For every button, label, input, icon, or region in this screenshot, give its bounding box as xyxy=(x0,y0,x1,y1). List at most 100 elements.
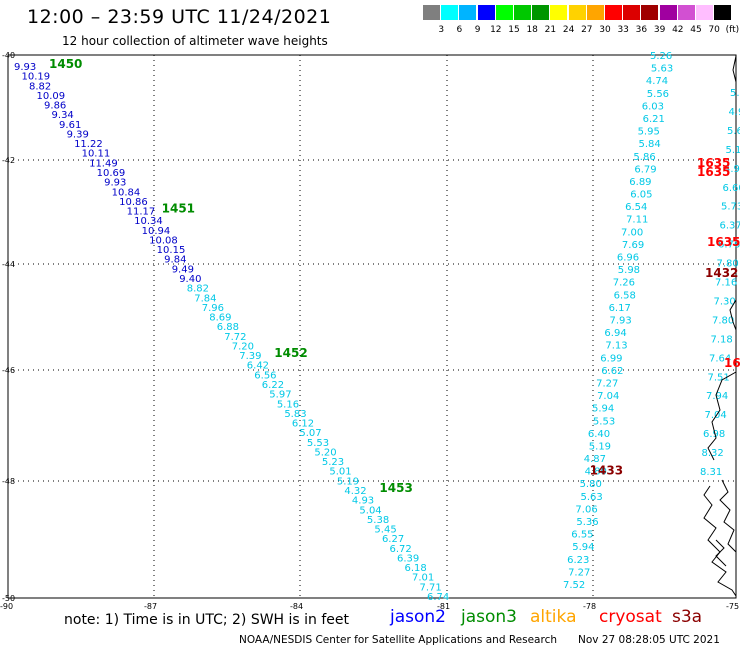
legend-swatch xyxy=(495,5,513,20)
wave-height-value: 9.49 xyxy=(172,264,194,275)
wave-height-value: 5.98 xyxy=(618,265,640,276)
wave-height-value: 6.17 xyxy=(609,303,631,314)
legend-swatch xyxy=(696,5,713,20)
wave-height-value: 9.39 xyxy=(67,129,89,140)
wave-height-value: 5.23 xyxy=(322,457,344,468)
wave-height-value: 11.49 xyxy=(89,158,118,169)
wave-height-value: 8.31 xyxy=(700,467,722,478)
wave-height-value: 7.13 xyxy=(605,341,627,352)
wave-height-value: 6.42 xyxy=(247,361,269,372)
wave-height-value: 5.63 xyxy=(651,64,673,75)
wave-height-value: 4.93 xyxy=(352,496,374,507)
wave-height-value: 5.94 xyxy=(592,404,614,415)
wave-height-value: 5.04 xyxy=(359,505,381,516)
wave-height-value: 7.26 xyxy=(613,278,635,289)
wave-height-value: 7.64 xyxy=(709,353,731,364)
pass-time-label: 16 xyxy=(724,356,740,370)
credit-text: NOAA/NESDIS Center for Satellite Applica… xyxy=(239,634,557,646)
coastline xyxy=(703,485,737,597)
wave-height-value: 6.56 xyxy=(254,370,276,381)
wave-height-value: 10.11 xyxy=(82,149,111,160)
wave-height-value: 7.01 xyxy=(412,573,434,584)
latitude-label: -48 xyxy=(2,477,15,486)
legend-label: 30 xyxy=(599,25,611,35)
wave-height-value: 5.16 xyxy=(277,399,299,410)
wave-height-value: 4.99 xyxy=(729,107,740,118)
legend-label: 6 xyxy=(456,25,463,35)
wave-height-value: 8.69 xyxy=(209,313,231,324)
wave-height-value: 5.97 xyxy=(269,390,291,401)
wave-height-value: 6.18 xyxy=(404,563,426,574)
wave-height-value: 11.17 xyxy=(127,207,156,218)
wave-height-value: 7.18 xyxy=(711,334,733,345)
legend-swatch xyxy=(441,5,459,20)
wave-height-value: 6.74 xyxy=(427,592,449,603)
wave-height-value: 7.11 xyxy=(626,215,648,226)
wave-height-value: 7.27 xyxy=(596,378,618,389)
wave-height-value: 6.99 xyxy=(600,353,622,364)
wave-height-value: 10.84 xyxy=(112,187,141,198)
wave-height-value: 6.40 xyxy=(588,429,610,440)
satellite-jason3-label: jason3 xyxy=(461,607,517,627)
pass-time-label: 1453 xyxy=(379,481,412,495)
legend-label: 12 xyxy=(490,25,502,35)
wave-height-value: 6.39 xyxy=(397,553,419,564)
wave-height-value: 10.94 xyxy=(142,226,171,237)
longitude-label: -75 xyxy=(726,602,739,611)
legend-label: 70 xyxy=(708,25,720,35)
wave-height-value: 5.36 xyxy=(576,517,598,528)
wave-height-value: 7.72 xyxy=(224,332,246,343)
wave-height-value: 7.27 xyxy=(568,567,590,578)
coastline xyxy=(732,55,737,83)
coastline xyxy=(729,299,737,331)
pass-time-label: 1635 xyxy=(697,156,730,170)
wave-height-value: 7.30 xyxy=(714,296,736,307)
satellite-altika-label: altika xyxy=(530,607,577,627)
pass-time-label: 1635 xyxy=(707,235,740,249)
wave-height-value: 9.93 xyxy=(14,62,36,73)
wave-height-value: 6.96 xyxy=(617,253,639,264)
legend-swatch xyxy=(586,5,604,20)
wave-height-value: 7.52 xyxy=(563,580,585,591)
wave-height-value: 7.84 xyxy=(194,293,216,304)
legend-label: 33 xyxy=(617,25,629,35)
wave-height-value: 6.60 xyxy=(723,183,740,194)
wave-height-value: 6.37 xyxy=(720,221,740,232)
wave-height-value: 8.82 xyxy=(29,81,51,92)
wave-height-value: 4.74 xyxy=(646,76,668,87)
wave-height-value: 4.87 xyxy=(584,454,606,465)
legend-swatch xyxy=(641,5,659,20)
wave-height-value: 5.86 xyxy=(633,152,655,163)
legend-swatch xyxy=(623,5,641,20)
legend-label: 27 xyxy=(581,25,593,35)
wave-height-value: 5.53 xyxy=(307,438,329,449)
pass-time-label: 1432 xyxy=(705,266,738,280)
footer-note: note: 1) Time is in UTC; 2) SWH is in fe… xyxy=(64,612,350,628)
wave-height-value: 5.63 xyxy=(581,492,603,503)
wave-height-value: 7.39 xyxy=(239,351,261,362)
legend-label: 36 xyxy=(635,25,648,35)
wave-height-value: 9.84 xyxy=(164,255,186,266)
wave-height-value: 6.58 xyxy=(614,290,636,301)
wave-height-value: 10.08 xyxy=(149,235,178,246)
latitude-label: -40 xyxy=(2,51,15,60)
wave-height-value: 5.61 xyxy=(727,126,740,137)
legend-label: 39 xyxy=(653,25,666,35)
wave-height-value: 10.15 xyxy=(157,245,186,256)
wave-height-value: 10.19 xyxy=(22,72,51,83)
wave-height-value: 10.86 xyxy=(119,197,148,208)
wave-height-value: 7.20 xyxy=(232,341,254,352)
wave-height-value: 6.21 xyxy=(643,114,665,125)
longitude-label: -81 xyxy=(437,602,450,611)
wave-height-value: 5.80 xyxy=(580,479,602,490)
legend-swatch xyxy=(714,5,732,20)
wave-height-value: 5.56 xyxy=(647,89,669,100)
wave-height-value: 7.51 xyxy=(708,372,730,383)
legend-swatch xyxy=(550,5,568,20)
wave-height-value: 6.22 xyxy=(262,380,284,391)
wave-height-value: 9.61 xyxy=(59,120,81,131)
wave-height-value: 8.32 xyxy=(702,448,724,459)
wave-height-value: 5.83 xyxy=(284,409,306,420)
wave-height-value: 9.93 xyxy=(104,178,126,189)
legend-label: 21 xyxy=(544,25,557,35)
